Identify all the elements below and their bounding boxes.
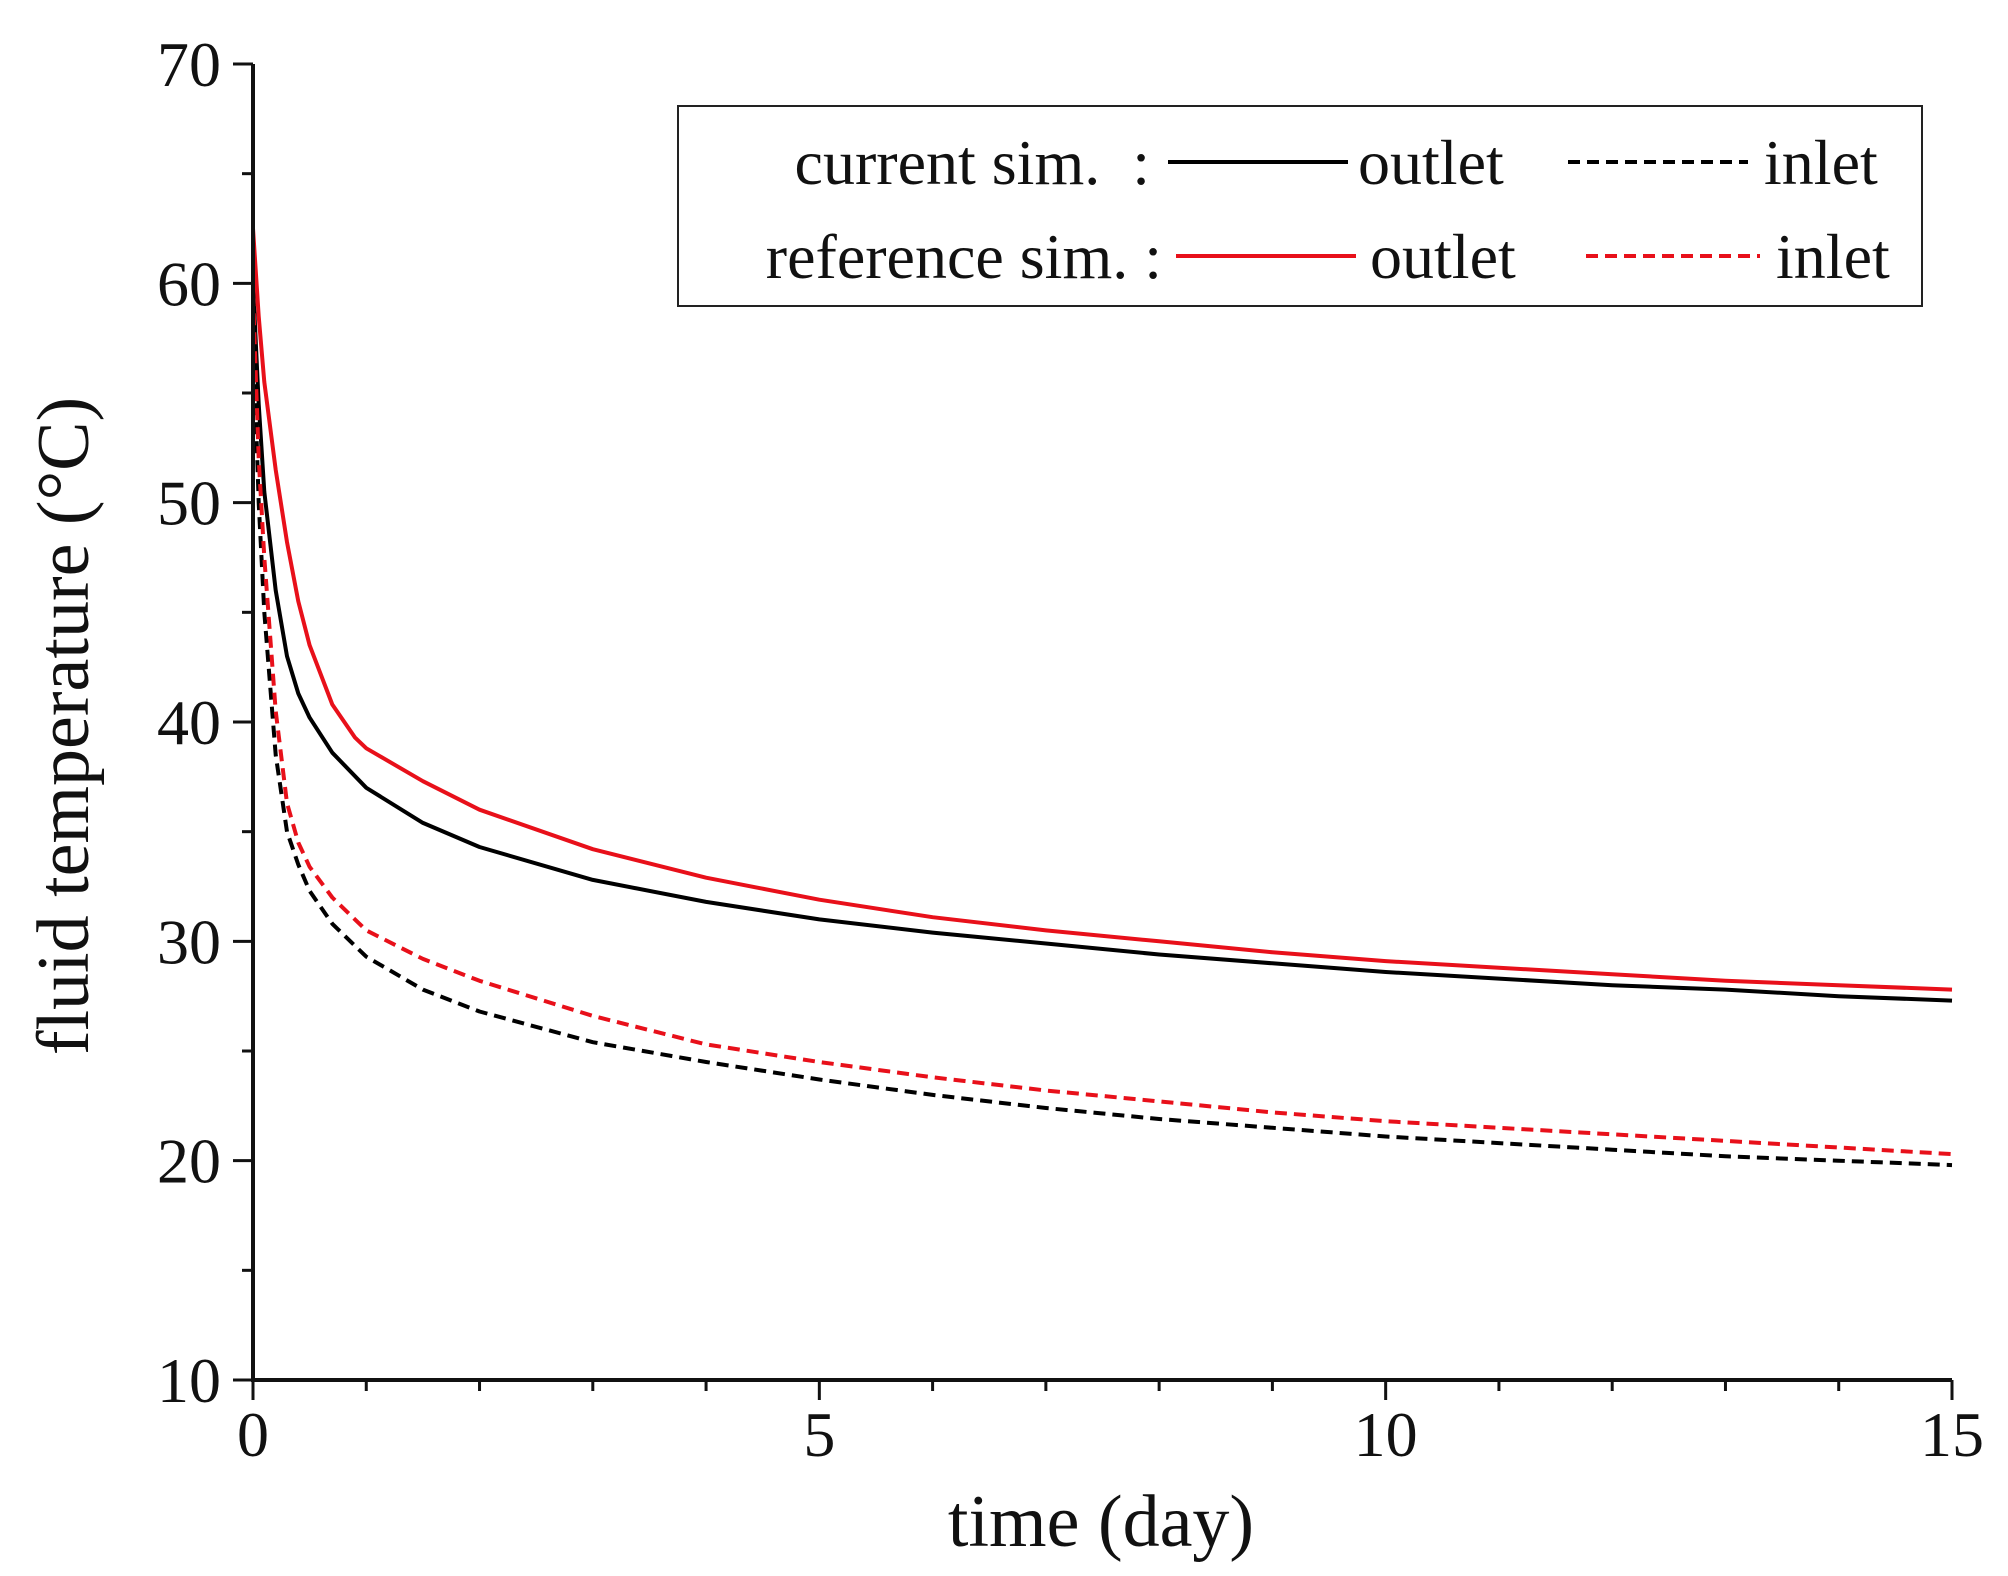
y-tick-label-50: 50 [157,468,221,539]
series-line-reference-sim-outlet [251,228,1953,992]
y-tick-label-10: 10 [157,1345,221,1416]
x-tick-label-10: 10 [1354,1399,1418,1470]
series-layer [251,228,1953,1168]
y-tick-label-70: 70 [157,29,221,100]
legend-row-label-reference: reference sim. : [766,221,1162,292]
series-line-reference-sim-inlet [251,294,1953,1157]
series-line-current-sim-inlet [251,327,1953,1168]
legend-entry-current-inlet: inlet [1764,127,1878,198]
legend: current sim. : outlet inlet reference si… [677,105,1923,307]
y-tick-label-30: 30 [157,906,221,977]
y-tick-label-60: 60 [157,248,221,319]
legend-frame [677,105,1923,307]
x-axis-title: time (day) [948,1481,1254,1563]
y-axis-title: fluid temperature (°C) [23,397,105,1055]
legend-row-label-current: current sim. : [795,127,1150,198]
y-tick-label-40: 40 [157,687,221,758]
series-line-current-sim-outlet [251,283,1953,1003]
x-tick-label-5: 5 [803,1399,835,1470]
legend-entry-reference-outlet: outlet [1370,221,1516,292]
x-tick-label-0: 0 [237,1399,269,1470]
x-tick-label-15: 15 [1920,1399,1984,1470]
tick-labels: 10 20 30 40 50 60 70 0 5 10 15 [157,29,1984,1470]
legend-entry-reference-inlet: inlet [1776,221,1890,292]
tick-marks [233,62,1954,1400]
y-tick-label-20: 20 [157,1126,221,1197]
legend-entry-current-outlet: outlet [1358,127,1504,198]
